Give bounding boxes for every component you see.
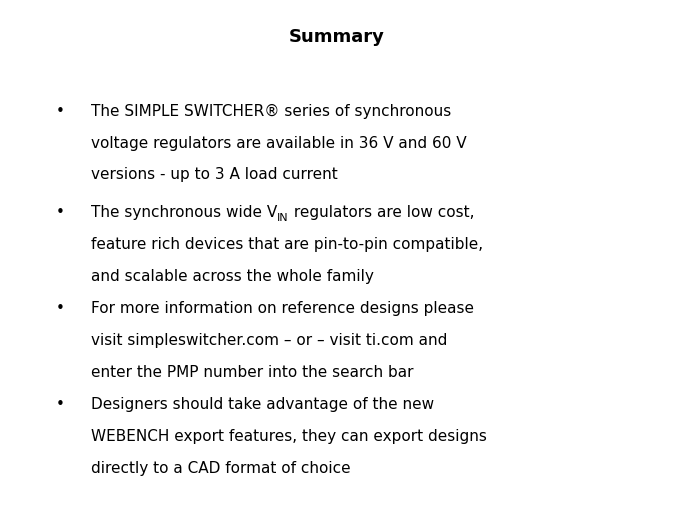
Text: voltage regulators are available in 36 V and 60 V: voltage regulators are available in 36 V… — [91, 135, 466, 150]
Text: •: • — [56, 300, 65, 316]
Text: regulators are low cost,: regulators are low cost, — [289, 205, 474, 220]
Text: feature rich devices that are pin-to-pin compatible,: feature rich devices that are pin-to-pin… — [91, 236, 483, 251]
Text: The SIMPLE SWITCHER® series of synchronous: The SIMPLE SWITCHER® series of synchrono… — [91, 104, 451, 119]
Text: visit simpleswitcher.com – or – visit ti.com and: visit simpleswitcher.com – or – visit ti… — [91, 332, 448, 347]
Text: directly to a CAD format of choice: directly to a CAD format of choice — [91, 460, 350, 475]
Text: •: • — [56, 396, 65, 412]
Text: For more information on reference designs please: For more information on reference design… — [91, 300, 474, 316]
Text: IN: IN — [277, 212, 289, 222]
Text: •: • — [56, 104, 65, 119]
Text: Summary: Summary — [289, 28, 385, 46]
Text: and scalable across the whole family: and scalable across the whole family — [91, 268, 374, 283]
Text: The synchronous wide V: The synchronous wide V — [91, 205, 277, 220]
Text: •: • — [56, 205, 65, 220]
Text: enter the PMP number into the search bar: enter the PMP number into the search bar — [91, 364, 413, 379]
Text: WEBENCH export features, they can export designs: WEBENCH export features, they can export… — [91, 428, 487, 443]
Text: Designers should take advantage of the new: Designers should take advantage of the n… — [91, 396, 434, 412]
Text: versions - up to 3 A load current: versions - up to 3 A load current — [91, 167, 338, 182]
